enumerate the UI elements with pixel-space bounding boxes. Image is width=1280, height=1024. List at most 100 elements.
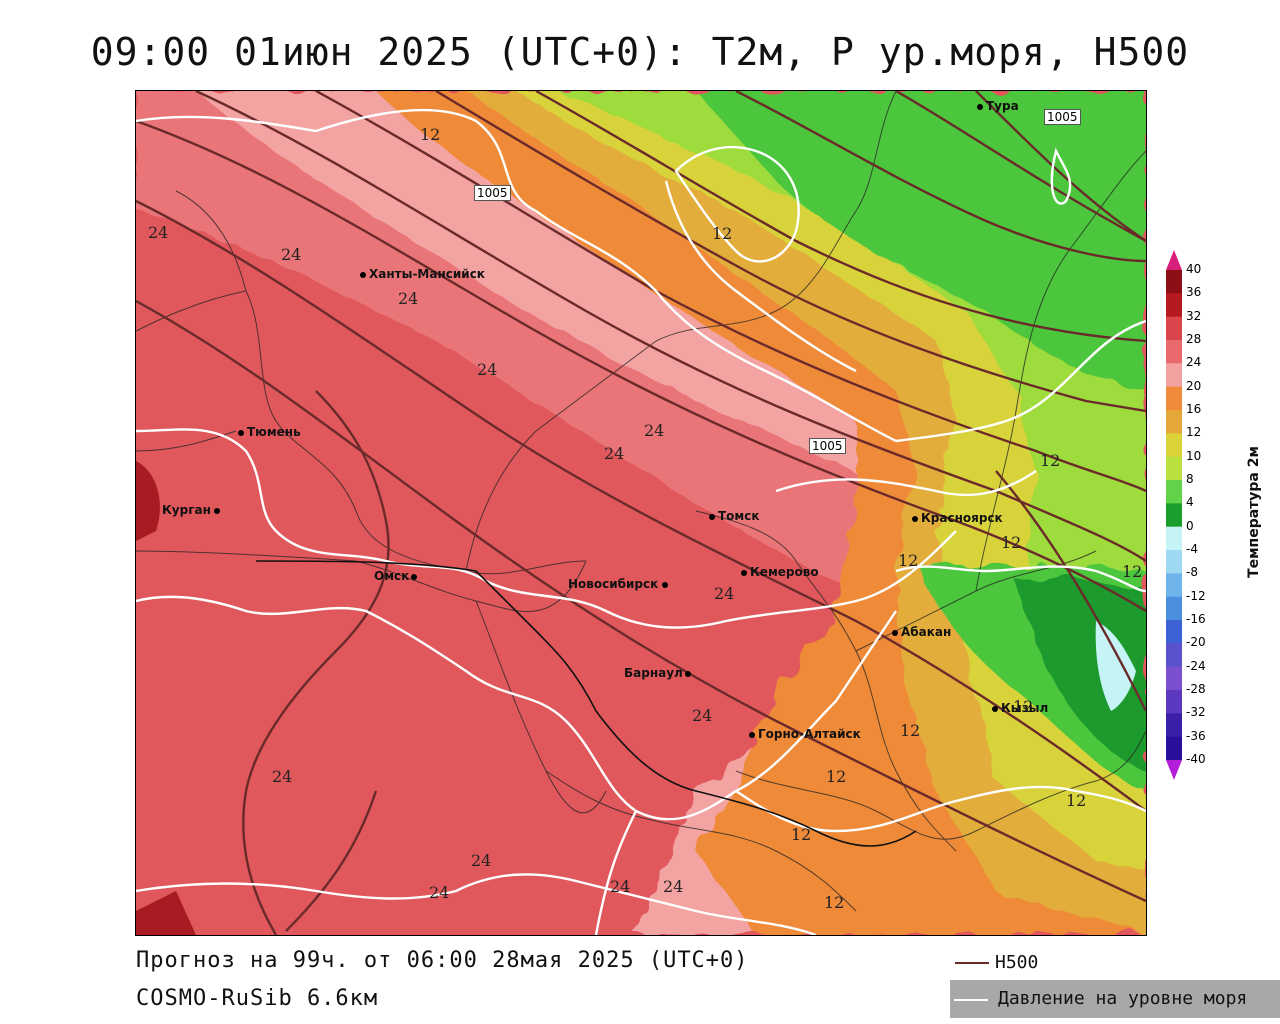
colorbar-tick-label: -8 bbox=[1186, 565, 1198, 580]
colorbar-tick-label: 16 bbox=[1186, 402, 1202, 416]
colorbar-swatch bbox=[1166, 643, 1182, 668]
pressure-line-icon bbox=[954, 999, 988, 1001]
temperature-colorbar bbox=[1166, 250, 1182, 780]
pressure-label: 1005 bbox=[474, 185, 511, 201]
temp-contour-label: 24 bbox=[148, 223, 169, 242]
city-label: Томск bbox=[709, 509, 760, 523]
city-label: Ханты-Мансийск bbox=[360, 267, 485, 281]
city-label: Абакан bbox=[892, 625, 951, 639]
temp-contour-label: 12 bbox=[826, 767, 847, 786]
colorbar-swatch bbox=[1166, 503, 1182, 528]
temp-contour-label: 24 bbox=[644, 421, 665, 440]
h500-contours bbox=[136, 91, 1146, 935]
city-dot-icon bbox=[741, 569, 747, 576]
colorbar-min-arrow bbox=[1166, 760, 1182, 780]
temp-field-32-south bbox=[136, 891, 196, 935]
city-label: Омск bbox=[374, 569, 420, 583]
temp-contour-label: 24 bbox=[471, 851, 492, 870]
map-title: 09:00 01июн 2025 (UTC+0): T2м, P ур.моря… bbox=[90, 30, 1190, 74]
temp-contour-label: 12 bbox=[900, 721, 921, 740]
temp-contour-label: 24 bbox=[398, 289, 419, 308]
city-dot-icon bbox=[238, 429, 244, 436]
colorbar-tick-label: 12 bbox=[1186, 425, 1202, 440]
temp-contour-label: 12 bbox=[1122, 562, 1143, 581]
temp-contour-label: 12 bbox=[824, 893, 845, 912]
city-dot-icon bbox=[992, 705, 998, 712]
colorbar-tick-label: 10 bbox=[1186, 448, 1202, 463]
colorbar-tick-label: 28 bbox=[1186, 332, 1202, 346]
colorbar-tick-label: 36 bbox=[1186, 285, 1202, 300]
pressure-isobars bbox=[136, 108, 1146, 935]
city-dot-icon bbox=[684, 670, 691, 677]
colorbar-tick-label: -20 bbox=[1186, 635, 1206, 650]
temp-contour-label: 24 bbox=[714, 584, 735, 603]
country-border bbox=[255, 560, 917, 847]
temp-contour-label: 24 bbox=[429, 883, 450, 902]
legend-pressure: Давление на уровне моря bbox=[950, 980, 1280, 1018]
temp-contour-label: 12 bbox=[1040, 451, 1061, 470]
map-canvas bbox=[136, 91, 1146, 935]
legend-h500: H500 bbox=[955, 952, 1038, 973]
colorbar-swatch bbox=[1166, 363, 1182, 388]
colorbar-tick-label: -4 bbox=[1186, 542, 1198, 556]
colorbar-swatch bbox=[1166, 550, 1182, 574]
temp-contour-label: 12 bbox=[420, 125, 441, 144]
colorbar-tick-label: -28 bbox=[1186, 682, 1206, 696]
colorbar-swatch bbox=[1166, 270, 1182, 294]
colorbar-swatch bbox=[1166, 526, 1182, 551]
colorbar-swatch bbox=[1166, 666, 1182, 691]
city-dot-icon bbox=[892, 629, 898, 636]
colorbar-swatch bbox=[1166, 340, 1182, 364]
temp-contour-label: 24 bbox=[477, 360, 498, 379]
temp-field-4-8 bbox=[696, 91, 1146, 391]
colorbar-title: Температура 2м bbox=[1246, 446, 1262, 578]
temp-contour-label: 24 bbox=[281, 245, 302, 264]
colorbar-swatch bbox=[1166, 293, 1182, 318]
city-dot-icon bbox=[709, 513, 715, 520]
temp-contour-label: 12 bbox=[712, 224, 733, 243]
temp-contour-label: 12 bbox=[1066, 791, 1087, 810]
city-dot-icon bbox=[977, 103, 983, 110]
colorbar-swatch bbox=[1166, 713, 1182, 738]
temp-contour-label: 12 bbox=[791, 825, 812, 844]
temp-contour-label: 12 bbox=[898, 551, 919, 570]
colorbar-swatch bbox=[1166, 736, 1182, 761]
model-name: COSMO-RuSib 6.6км bbox=[136, 986, 379, 1011]
weather-map: 1005 1005 1005 12 24 24 24 24 24 24 24 1… bbox=[135, 90, 1147, 936]
city-label: Тура bbox=[977, 99, 1019, 113]
colorbar-swatch bbox=[1166, 433, 1182, 458]
city-dot-icon bbox=[411, 573, 418, 580]
colorbar-swatch bbox=[1166, 456, 1182, 481]
city-label: Кемерово bbox=[741, 565, 819, 579]
colorbar-swatch bbox=[1166, 690, 1182, 714]
colorbar-tick-label: -16 bbox=[1186, 612, 1206, 626]
temp-field-32 bbox=[136, 461, 160, 541]
colorbar-tick-label: 8 bbox=[1186, 472, 1194, 486]
colorbar-max-arrow bbox=[1166, 250, 1182, 270]
colorbar-tick-label: -12 bbox=[1186, 588, 1206, 603]
city-dot-icon bbox=[662, 581, 669, 588]
colorbar-swatch bbox=[1166, 480, 1182, 504]
temp-contour-label: 12 bbox=[1001, 533, 1022, 552]
city-label: Барнаул bbox=[624, 666, 694, 680]
colorbar-swatch bbox=[1166, 386, 1182, 411]
colorbar-tick-label: -36 bbox=[1186, 728, 1206, 743]
temp-field-0-4 bbox=[1016, 576, 1146, 771]
city-dot-icon bbox=[360, 271, 366, 278]
colorbar-tick-label: 32 bbox=[1186, 308, 1202, 323]
city-dot-icon bbox=[912, 515, 918, 522]
city-label: Новосибирск bbox=[568, 577, 671, 591]
city-dot-icon bbox=[749, 731, 755, 738]
city-label: Курган bbox=[162, 503, 223, 517]
colorbar-tick-label: -24 bbox=[1186, 658, 1206, 673]
pressure-label: 1005 bbox=[809, 438, 846, 454]
colorbar-swatch bbox=[1166, 596, 1182, 621]
colorbar-tick-label: 40 bbox=[1186, 262, 1202, 276]
city-label: Кызыл bbox=[992, 701, 1048, 715]
colorbar-tick-label: 0 bbox=[1186, 518, 1194, 533]
temp-contour-label: 12 bbox=[1013, 697, 1034, 716]
city-dot-icon bbox=[213, 507, 220, 514]
colorbar-swatch bbox=[1166, 573, 1182, 598]
colorbar-tick-label: -40 bbox=[1186, 752, 1206, 766]
pressure-label: 1005 bbox=[1044, 109, 1081, 125]
